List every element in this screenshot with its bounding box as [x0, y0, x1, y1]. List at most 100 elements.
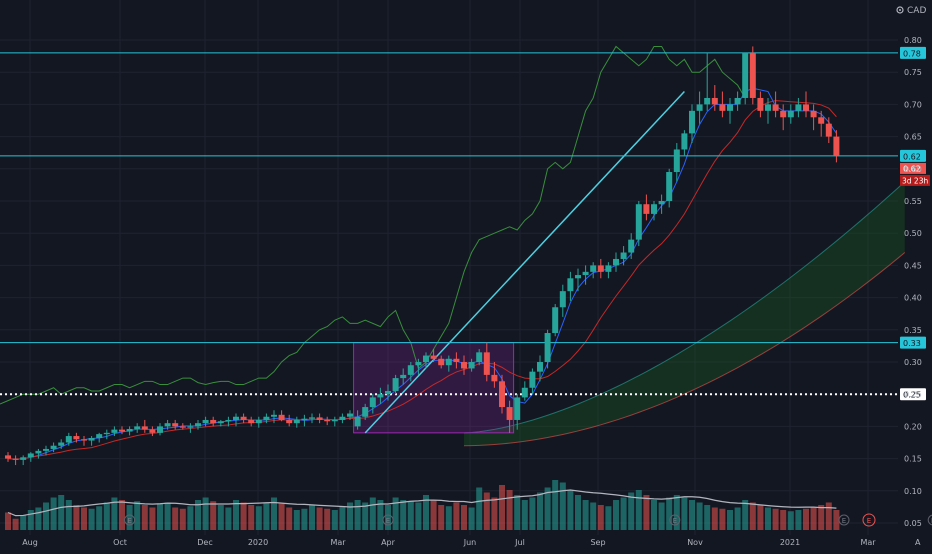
candle-body[interactable]	[727, 104, 733, 111]
candle-body[interactable]	[818, 117, 825, 124]
candle-body[interactable]	[529, 371, 536, 388]
earnings-marker-icon[interactable]	[382, 514, 394, 526]
earnings-marker-icon[interactable]	[124, 514, 136, 526]
candle-body[interactable]	[187, 426, 194, 428]
candle-body[interactable]	[316, 417, 323, 420]
candle-body[interactable]	[605, 265, 612, 272]
candle-body[interactable]	[5, 455, 11, 459]
candle-body[interactable]	[369, 397, 376, 408]
candle-body[interactable]	[164, 423, 171, 427]
candle-body[interactable]	[833, 136, 840, 156]
candle-body[interactable]	[491, 374, 498, 382]
candle-body[interactable]	[20, 457, 27, 460]
candle-body[interactable]	[400, 374, 407, 379]
candle-body[interactable]	[803, 104, 809, 111]
candle-body[interactable]	[772, 104, 779, 111]
candle-body[interactable]	[461, 362, 467, 369]
candle-body[interactable]	[423, 355, 429, 362]
candle-body[interactable]	[567, 278, 574, 292]
candle-body[interactable]	[119, 429, 125, 432]
earnings-marker-icon[interactable]	[838, 514, 850, 526]
candle-body[interactable]	[126, 428, 133, 432]
candle-body[interactable]	[483, 352, 490, 375]
candle-body[interactable]	[50, 445, 57, 449]
countdown-tag[interactable]	[900, 174, 930, 186]
candle-body[interactable]	[12, 458, 19, 460]
candle-body[interactable]	[331, 419, 338, 422]
candle-body[interactable]	[202, 419, 209, 424]
candle-body[interactable]	[324, 419, 331, 422]
candle-body[interactable]	[195, 423, 201, 427]
candle-body[interactable]	[286, 419, 293, 424]
candle-body[interactable]	[635, 204, 642, 240]
candle-body[interactable]	[643, 204, 650, 214]
candle-body[interactable]	[103, 432, 110, 435]
candle-body[interactable]	[719, 104, 726, 111]
candle-body[interactable]	[309, 417, 315, 419]
candle-body[interactable]	[742, 52, 749, 98]
candle-body[interactable]	[552, 307, 559, 334]
candle-body[interactable]	[810, 110, 817, 118]
candle-body[interactable]	[35, 450, 42, 454]
candle-body[interactable]	[293, 419, 300, 424]
candle-body[interactable]	[613, 258, 619, 266]
candle-body[interactable]	[179, 426, 186, 428]
candle-body[interactable]	[65, 436, 72, 443]
candle-body[interactable]	[704, 97, 711, 105]
candle-body[interactable]	[765, 104, 771, 111]
level-tag[interactable]	[900, 149, 926, 162]
level-tag[interactable]	[900, 336, 926, 349]
candle-body[interactable]	[240, 416, 247, 420]
candle-body[interactable]	[734, 97, 741, 105]
candle-body[interactable]	[248, 419, 255, 424]
candle-body[interactable]	[521, 387, 528, 398]
candle-body[interactable]	[514, 397, 521, 420]
candle-body[interactable]	[347, 413, 353, 417]
candle-body[interactable]	[278, 414, 285, 420]
earnings-marker-icon[interactable]	[669, 514, 681, 526]
candle-body[interactable]	[537, 362, 543, 372]
candle-body[interactable]	[58, 442, 65, 446]
candle-body[interactable]	[597, 265, 604, 272]
candle-body[interactable]	[111, 429, 118, 433]
candle-body[interactable]	[711, 97, 718, 105]
horizontal-levels[interactable]: 0.78 0.62 0.33 0.25	[0, 46, 926, 401]
candle-body[interactable]	[575, 275, 581, 279]
candle-body[interactable]	[795, 104, 802, 111]
candle-body[interactable]	[780, 110, 787, 118]
candle-body[interactable]	[255, 419, 262, 424]
candle-body[interactable]	[263, 416, 270, 420]
candle-body[interactable]	[544, 333, 551, 362]
candle-body[interactable]	[651, 204, 657, 214]
candle-body[interactable]	[438, 358, 445, 366]
candle-body[interactable]	[506, 407, 513, 420]
candle-body[interactable]	[658, 201, 665, 205]
candle-body[interactable]	[628, 239, 635, 253]
candle-body[interactable]	[749, 52, 756, 98]
candle-body[interactable]	[620, 252, 627, 259]
candle-body[interactable]	[96, 434, 103, 438]
candle-body[interactable]	[407, 365, 414, 375]
candle-body[interactable]	[673, 149, 680, 173]
candle-body[interactable]	[362, 407, 369, 417]
candle-body[interactable]	[499, 381, 505, 408]
candle-body[interactable]	[233, 416, 239, 420]
candle-body[interactable]	[271, 414, 277, 417]
candles[interactable]	[5, 46, 840, 466]
candle-body[interactable]	[590, 265, 597, 272]
candle-body[interactable]	[81, 439, 87, 441]
candle-body[interactable]	[445, 358, 452, 366]
upcoming-earnings-icon[interactable]	[862, 513, 876, 527]
earnings-marker-icon[interactable]	[927, 514, 932, 526]
candle-body[interactable]	[825, 123, 832, 137]
candle-body[interactable]	[217, 421, 224, 424]
candle-body[interactable]	[134, 426, 141, 429]
level-tag[interactable]	[900, 388, 926, 401]
candle-body[interactable]	[88, 437, 95, 441]
candle-body[interactable]	[476, 352, 483, 362]
last-price-tag[interactable]	[900, 162, 926, 174]
candle-body[interactable]	[385, 390, 391, 395]
candle-body[interactable]	[225, 419, 232, 422]
